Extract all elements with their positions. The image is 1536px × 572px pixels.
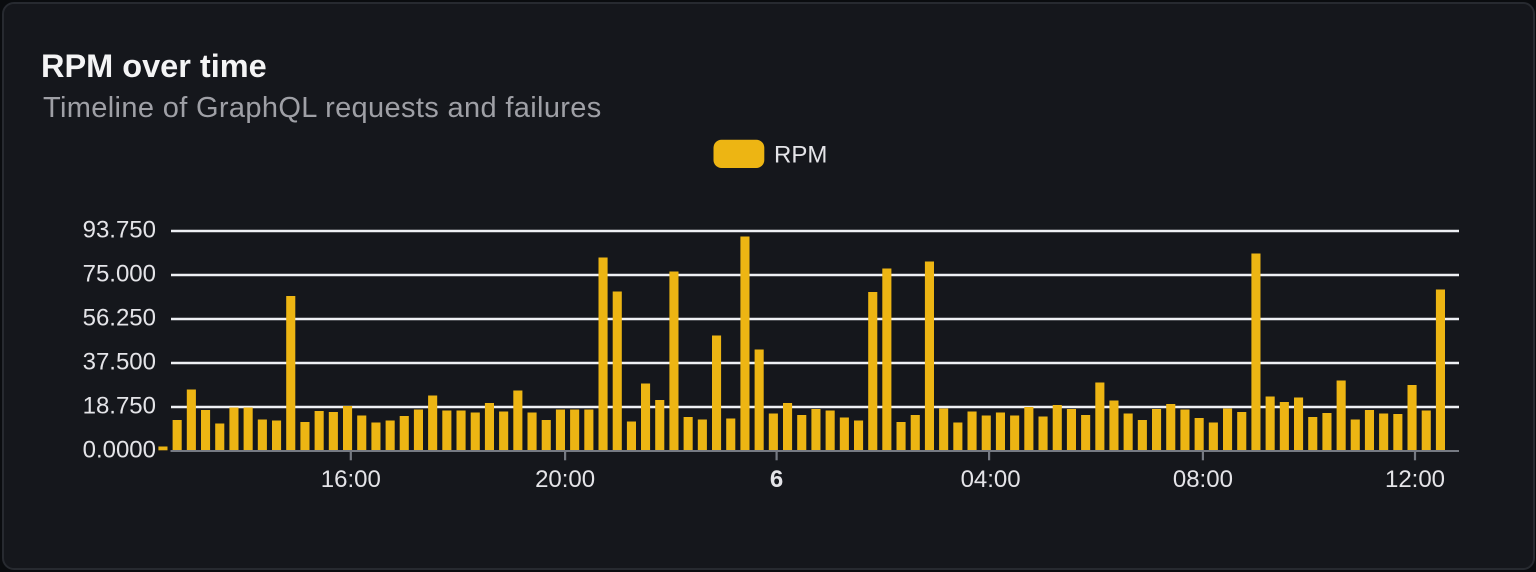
svg-text:0.0000: 0.0000 <box>83 437 156 464</box>
svg-text:12:00: 12:00 <box>1385 466 1445 493</box>
svg-text:75.000: 75.000 <box>83 261 156 288</box>
svg-text:6: 6 <box>770 466 783 493</box>
svg-text:16:00: 16:00 <box>321 466 381 493</box>
svg-text:RPM: RPM <box>774 141 827 168</box>
svg-text:20:00: 20:00 <box>535 466 595 493</box>
svg-text:04:00: 04:00 <box>961 466 1021 493</box>
svg-text:18.750: 18.750 <box>83 393 156 420</box>
svg-text:93.750: 93.750 <box>83 217 156 244</box>
svg-text:56.250: 56.250 <box>83 305 156 332</box>
svg-text:37.500: 37.500 <box>83 349 156 376</box>
svg-text:08:00: 08:00 <box>1173 466 1233 493</box>
